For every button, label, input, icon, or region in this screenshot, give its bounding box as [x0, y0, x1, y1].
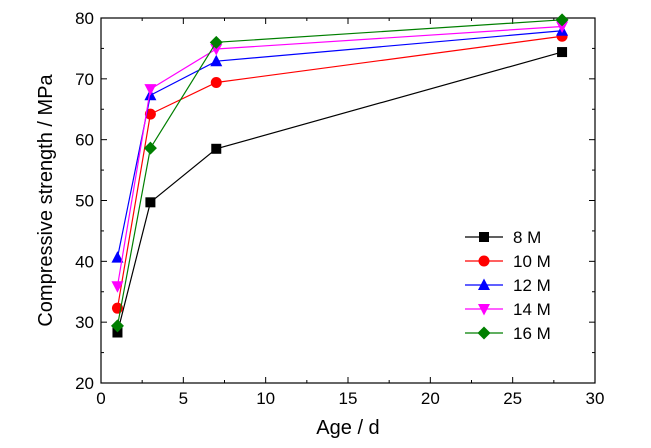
- data-point: [211, 143, 222, 154]
- y-tick-label: 40: [75, 252, 94, 271]
- x-axis-title: Age / d: [316, 417, 379, 439]
- y-tick-label: 30: [75, 313, 94, 332]
- x-tick-label: 15: [339, 389, 358, 408]
- axes: 0 5 10 15 20 25 30 20 30 40 50 60 70 80: [75, 9, 604, 408]
- x-tick-label: 5: [179, 389, 188, 408]
- y-tick-label: 50: [75, 192, 94, 211]
- series-3: [111, 24, 569, 263]
- x-tick-label: 30: [586, 389, 605, 408]
- legend-marker: [477, 326, 491, 340]
- x-tick-label: 20: [421, 389, 440, 408]
- series-4: [111, 21, 569, 293]
- data-point: [210, 76, 222, 88]
- y-tick-label: 60: [75, 131, 94, 150]
- legend-label: 16 M: [513, 324, 551, 343]
- y-tick-label: 80: [75, 9, 94, 28]
- legend-label: 10 M: [513, 252, 551, 271]
- legend-label: 14 M: [513, 300, 551, 319]
- data-point: [111, 251, 124, 263]
- data-point: [144, 84, 157, 96]
- legend-item: 12 M: [465, 276, 551, 295]
- x-tick-label: 25: [503, 389, 522, 408]
- data-point: [556, 21, 569, 34]
- series-line: [116, 51, 563, 333]
- data-point: [112, 327, 123, 338]
- data-point: [557, 47, 568, 58]
- series-line: [116, 25, 563, 287]
- series-1: [112, 47, 568, 338]
- legend-marker: [478, 304, 490, 316]
- series-2: [111, 30, 568, 314]
- data-point: [143, 141, 157, 155]
- data-point: [145, 197, 156, 208]
- series-layer: [110, 13, 569, 338]
- series-line: [116, 35, 563, 309]
- legend-marker: [478, 278, 490, 290]
- legend-marker: [479, 232, 489, 242]
- series-line: [116, 19, 563, 326]
- legend-item: 10 M: [465, 252, 551, 271]
- data-point: [111, 281, 124, 293]
- data-point: [110, 319, 124, 333]
- series-5: [110, 13, 569, 333]
- y-tick-label: 20: [75, 374, 94, 393]
- x-tick-label: 10: [256, 389, 275, 408]
- legend-item: 16 M: [465, 324, 551, 343]
- legend-item: 14 M: [465, 300, 551, 319]
- data-point: [210, 54, 223, 67]
- legend-item: 8 M: [465, 228, 541, 247]
- legend-marker: [478, 255, 490, 267]
- data-point: [555, 13, 569, 27]
- legend-label: 8 M: [513, 228, 541, 247]
- data-point: [209, 35, 223, 49]
- y-tick-label: 70: [75, 70, 94, 89]
- y-axis-title: Compressive strength / MPa: [35, 73, 57, 326]
- x-tick-label: 0: [96, 389, 105, 408]
- legend: 8 M 10 M 12 M 14 M 16 M: [465, 228, 551, 343]
- series-line: [116, 30, 563, 258]
- legend-label: 12 M: [513, 276, 551, 295]
